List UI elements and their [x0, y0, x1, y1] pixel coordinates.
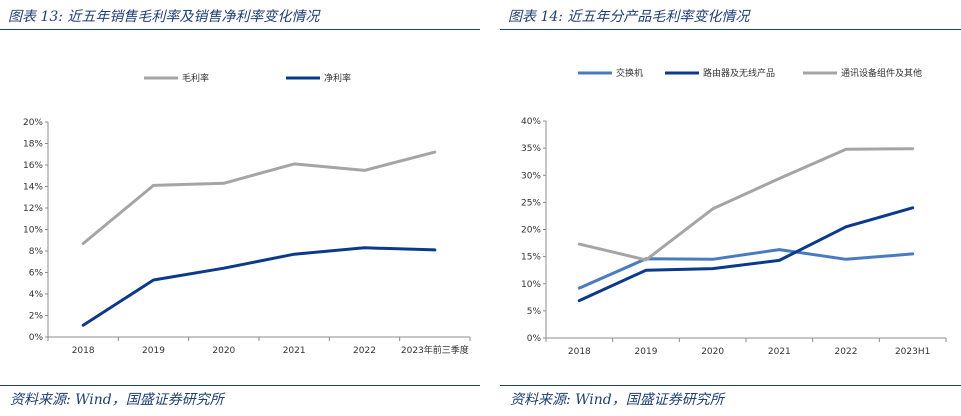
- legend-label: 毛利率: [182, 72, 209, 84]
- y-tick-label: 10%: [23, 226, 43, 236]
- chart-panel-right: 图表 14: 近五年分产品毛利率变化情况 0% 5% 10% 15% 20% 25% 30%…: [500, 0, 961, 416]
- y-tick-label: 14%: [23, 183, 43, 193]
- y-tick-label: 18%: [23, 140, 43, 150]
- x-tick-label: 2021: [768, 347, 791, 357]
- legend-label: 通讯设备组件及其他: [841, 67, 922, 79]
- title-rule: [0, 29, 480, 30]
- x-tick-label: 2023年前三季度: [401, 344, 469, 356]
- series-line-2: [81, 246, 437, 327]
- source-rule: [500, 385, 961, 386]
- x-tick-label: 2019: [142, 346, 165, 356]
- chart-panel-left: 图表 13: 近五年销售毛利率及销售净利率变化情况 0% 2% 4% 6% 8% 10% 1…: [0, 0, 480, 416]
- series-line-1: [577, 248, 915, 290]
- x-tick-label: 2022: [353, 346, 376, 356]
- y-tick-label: 16%: [23, 161, 43, 171]
- y-tick-label: 5%: [527, 307, 542, 317]
- x-tick-label: 2022: [835, 347, 858, 357]
- series-line-3: [577, 147, 915, 262]
- legend-label: 净利率: [324, 72, 351, 84]
- line-chart-product-margin: 0% 5% 10% 15% 20% 25% 30% 35% 40% 2018 2019 2020 202…: [521, 67, 947, 357]
- x-tick-label: 2019: [635, 347, 658, 357]
- source-note: 资料来源: Wind，国盛证券研究所: [510, 392, 724, 408]
- y-tick-label: 8%: [29, 247, 44, 257]
- y-tick-label: 30%: [521, 171, 541, 181]
- x-tick-label: 2020: [701, 347, 724, 357]
- x-tick-label: 2018: [72, 346, 95, 356]
- y-tick-label: 35%: [521, 144, 541, 154]
- y-tick-label: 4%: [29, 290, 44, 300]
- x-tick-label: 2020: [212, 346, 235, 356]
- x-tick-label: 2023H1: [895, 347, 930, 357]
- y-tick-label: 12%: [23, 204, 43, 214]
- x-tick-label: 2018: [568, 347, 591, 357]
- y-tick-label: 15%: [521, 253, 541, 263]
- y-tick-label: 20%: [23, 118, 43, 128]
- source-note: 资料来源: Wind，国盛证券研究所: [10, 392, 224, 408]
- series-line-2: [577, 206, 915, 303]
- y-tick-label: 0%: [29, 333, 44, 343]
- y-tick-label: 20%: [521, 226, 541, 236]
- x-tick-label: 2021: [283, 346, 306, 356]
- title-rule: [500, 29, 961, 30]
- y-tick-label: 2%: [29, 312, 44, 322]
- y-tick-label: 10%: [521, 280, 541, 290]
- y-tick-label: 6%: [29, 269, 44, 279]
- figure-title: 图表 13: 近五年销售毛利率及销售净利率变化情况: [8, 9, 320, 25]
- legend-label: 交换机: [616, 67, 643, 79]
- figure-title: 图表 14: 近五年分产品毛利率变化情况: [508, 9, 750, 25]
- y-tick-label: 40%: [521, 117, 541, 127]
- y-tick-label: 25%: [521, 198, 541, 208]
- line-chart-margin: 0% 2% 4% 6% 8% 10% 12% 14% 16% 18% 20% 2018 2019 2020…: [23, 72, 471, 356]
- series-line-1: [81, 150, 437, 245]
- source-rule: [0, 385, 480, 386]
- y-tick-label: 0%: [527, 334, 542, 344]
- legend-label: 路由器及无线产品: [703, 67, 775, 79]
